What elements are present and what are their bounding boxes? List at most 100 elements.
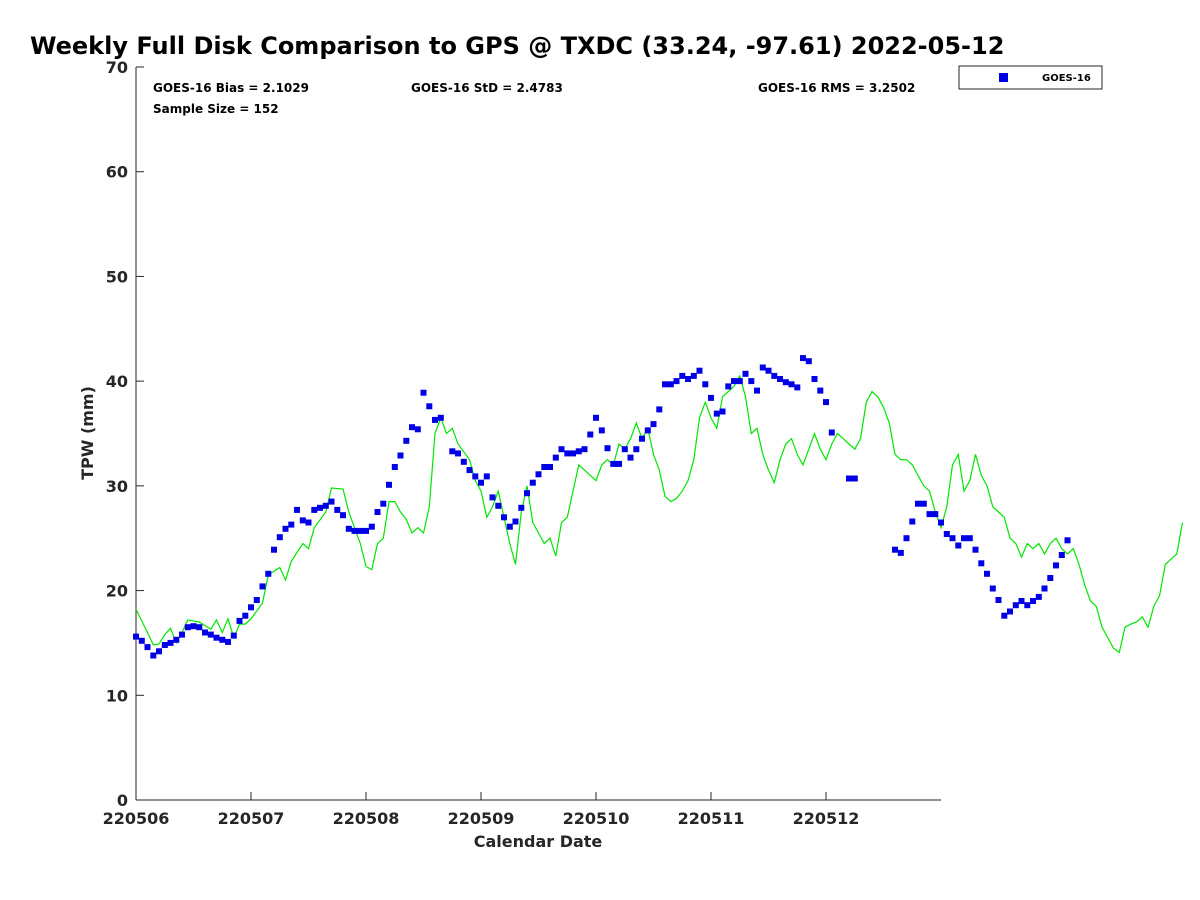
legend-label-goes16: GOES-16 — [1042, 73, 1091, 84]
goes16-point — [713, 410, 720, 417]
goes16-point — [483, 473, 490, 480]
goes16-point — [702, 381, 709, 388]
y-tick-label: 20 — [106, 582, 128, 601]
goes16-point — [374, 509, 381, 515]
x-ticks: 220506 220507 220508 220509 220510 220511 2205… — [103, 792, 859, 828]
goes16-point — [1030, 598, 1036, 604]
goes16-point — [196, 624, 203, 631]
goes16-point — [506, 523, 513, 530]
goes16-point — [782, 379, 789, 386]
goes16-point — [639, 435, 645, 442]
goes16-point — [213, 634, 220, 641]
legend-marker-goes16 — [999, 73, 1008, 82]
goes16-point — [978, 560, 985, 567]
goes16-point — [903, 535, 910, 542]
goes16-point — [851, 475, 858, 482]
goes16-point — [414, 426, 421, 433]
goes16-point — [777, 376, 783, 382]
goes16-point — [650, 421, 657, 428]
goes16-point — [334, 506, 341, 513]
x-tick-label: 220506 — [103, 809, 170, 828]
goes16-point — [621, 446, 628, 453]
goes16-point — [892, 546, 898, 553]
goes16-point — [391, 464, 398, 470]
goes16-point — [1041, 585, 1048, 592]
goes16-point — [1007, 608, 1013, 615]
goes16-point — [144, 644, 151, 651]
goes16-point — [288, 521, 295, 528]
goes16-point — [466, 467, 473, 474]
goes16-point — [345, 525, 352, 532]
goes16-point — [771, 372, 778, 379]
goes16-point — [794, 384, 801, 391]
goes16-point — [788, 381, 795, 388]
goes16-point — [547, 464, 553, 470]
goes16-point — [742, 370, 749, 377]
goes16-point — [518, 504, 525, 511]
goes16-point — [1047, 575, 1054, 581]
goes16-point — [955, 542, 962, 549]
goes16-point — [662, 381, 668, 388]
goes16-point — [610, 460, 617, 467]
goes16-point — [541, 464, 548, 470]
goes16-point — [708, 394, 714, 401]
goes16-point — [242, 612, 249, 619]
bias-stat: GOES-16 Bias = 2.1029 — [153, 81, 309, 95]
goes16-point — [265, 570, 272, 577]
goes16-point — [627, 454, 634, 461]
goes16-point — [1053, 562, 1059, 569]
y-tick-label: 10 — [106, 686, 128, 705]
goes16-point — [179, 631, 185, 638]
goes16-point — [478, 479, 484, 486]
goes16-point — [690, 372, 697, 379]
goes16-point — [161, 642, 168, 648]
goes16-point — [1018, 598, 1025, 604]
goes16-point — [949, 535, 956, 542]
goes16-point — [167, 639, 174, 646]
goes16-point — [817, 387, 824, 394]
goes16-point — [449, 448, 456, 455]
goes16-series — [133, 355, 1071, 659]
goes16-point — [489, 494, 496, 501]
goes16-point — [800, 355, 806, 362]
gps-series — [135, 374, 1184, 654]
goes16-point — [455, 450, 461, 457]
goes16-point — [282, 525, 289, 532]
goes16-point — [656, 406, 663, 413]
gps-line — [135, 374, 1184, 654]
goes16-point — [386, 481, 392, 488]
goes16-point — [828, 429, 835, 436]
goes16-point — [604, 445, 611, 452]
y-tick-label: 70 — [106, 58, 128, 77]
goes16-point — [558, 446, 565, 453]
goes16-point — [915, 500, 921, 507]
goes16-point — [305, 519, 312, 526]
y-tick-label: 60 — [106, 163, 128, 182]
x-axis-label: Calendar Date — [474, 832, 603, 851]
goes16-point — [403, 437, 410, 444]
goes16-point — [593, 414, 599, 421]
goes16-point — [156, 648, 162, 655]
x-tick-label: 220509 — [448, 809, 515, 828]
goes16-point — [271, 546, 277, 553]
goes16-point — [748, 378, 755, 385]
goes16-point — [943, 531, 950, 537]
goes16-point — [368, 523, 375, 530]
goes16-point — [219, 636, 226, 643]
goes16-point — [989, 585, 996, 592]
goes16-point — [995, 597, 1002, 603]
goes16-point — [897, 549, 904, 556]
x-tick-label: 220507 — [218, 809, 285, 828]
chart-title: Weekly Full Disk Comparison to GPS @ TXD… — [30, 32, 1004, 60]
y-ticks: 0 10 20 30 40 50 60 70 — [106, 58, 144, 810]
goes16-point — [322, 502, 329, 509]
goes16-point — [1012, 602, 1019, 609]
legend-box — [958, 65, 1103, 90]
goes16-point — [823, 399, 829, 406]
goes16-point — [719, 408, 726, 415]
goes16-point — [754, 387, 760, 394]
goes16-point — [552, 454, 559, 461]
goes16-point — [1001, 612, 1008, 619]
